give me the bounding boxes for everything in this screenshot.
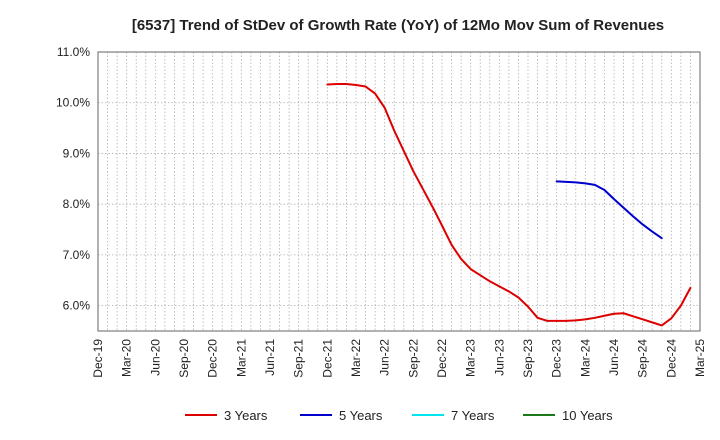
x-tick-label: Dec-19 xyxy=(91,339,105,378)
x-tick-label: Mar-22 xyxy=(349,339,363,377)
grid xyxy=(98,51,700,331)
legend-label: 7 Years xyxy=(451,408,495,423)
x-axis-ticks: Dec-19 Mar-20 Jun-20 Sep-20 Dec-20 Mar-21 Jun-… xyxy=(91,339,707,378)
x-tick-label: Sep-23 xyxy=(521,339,535,378)
y-tick-label: 8.0% xyxy=(63,197,91,211)
y-axis-ticks: 6.0% 7.0% 8.0% 9.0% 10.0% 11.0% xyxy=(56,45,90,313)
x-tick-label: Mar-20 xyxy=(120,339,134,377)
series-lines xyxy=(326,82,692,327)
x-tick-label: Mar-24 xyxy=(578,339,592,377)
x-tick-label: Sep-20 xyxy=(177,339,191,378)
x-tick-label: Dec-22 xyxy=(435,339,449,378)
legend: 3 Years 5 Years 7 Years 10 Years xyxy=(185,408,613,423)
y-tick-label: 11.0% xyxy=(57,45,90,59)
x-tick-label: Mar-23 xyxy=(464,339,478,377)
x-tick-label: Dec-24 xyxy=(664,339,678,378)
plot-area xyxy=(97,51,701,332)
x-tick-label: Jun-24 xyxy=(607,339,621,376)
y-tick-label: 10.0% xyxy=(56,96,90,110)
x-tick-label: Jun-23 xyxy=(492,339,506,376)
x-tick-label: Jun-22 xyxy=(378,339,392,376)
series-line-3-years xyxy=(326,82,692,327)
legend-label: 5 Years xyxy=(339,408,383,423)
y-tick-label: 7.0% xyxy=(63,248,91,262)
x-tick-label: Dec-23 xyxy=(550,339,564,378)
series-line-5-years xyxy=(555,180,663,240)
x-tick-label: Sep-21 xyxy=(292,339,306,378)
x-tick-label: Mar-21 xyxy=(234,339,248,377)
y-tick-label: 9.0% xyxy=(63,146,91,160)
x-tick-label: Jun-21 xyxy=(263,339,277,376)
chart-title: [6537] Trend of StDev of Growth Rate (Yo… xyxy=(132,17,664,34)
x-tick-label: Dec-20 xyxy=(206,339,220,378)
y-tick-label: 6.0% xyxy=(63,299,91,313)
legend-label: 10 Years xyxy=(562,408,613,423)
x-tick-label: Jun-20 xyxy=(148,339,162,376)
legend-label: 3 Years xyxy=(224,408,268,423)
x-tick-label: Sep-22 xyxy=(406,339,420,378)
x-tick-label: Dec-21 xyxy=(320,339,334,378)
x-tick-label: Mar-25 xyxy=(693,339,707,377)
x-tick-label: Sep-24 xyxy=(636,339,650,378)
